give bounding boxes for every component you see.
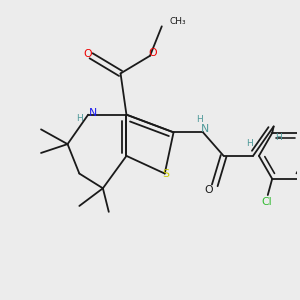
Text: Cl: Cl <box>261 196 272 206</box>
Text: H: H <box>196 116 203 124</box>
Text: O: O <box>148 48 157 58</box>
Text: CH₃: CH₃ <box>170 17 186 26</box>
Text: H: H <box>246 139 253 148</box>
Text: H: H <box>275 133 281 142</box>
Text: O: O <box>204 185 213 195</box>
Text: N: N <box>201 124 209 134</box>
Text: S: S <box>163 169 170 178</box>
Text: N: N <box>89 108 98 118</box>
Text: O: O <box>84 49 92 59</box>
Text: H: H <box>76 114 83 123</box>
